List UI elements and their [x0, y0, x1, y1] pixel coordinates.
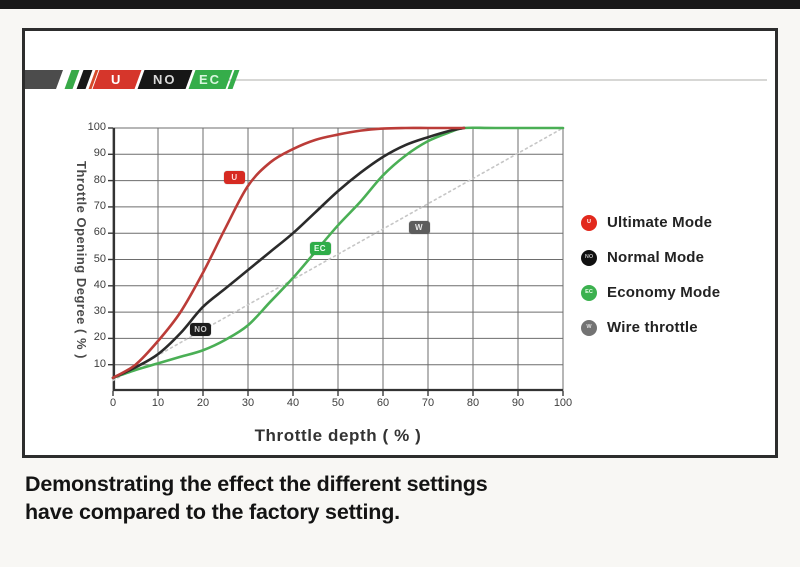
- x-axis-title: Throttle depth ( % ): [254, 426, 422, 445]
- legend-dot-wire-throttle: W: [581, 319, 597, 336]
- top-black-bar: [0, 0, 800, 9]
- caption: Demonstrating the effect the different s…: [25, 470, 545, 526]
- x-tick-label: 100: [553, 397, 573, 409]
- x-tick-label: 40: [286, 397, 300, 409]
- legend-dot-letter: U: [587, 218, 591, 225]
- curve-label-wire-throttle: W: [408, 221, 430, 235]
- curve-label-ultimate-mode: U: [224, 171, 245, 185]
- logo-badge-no: NO: [137, 70, 193, 89]
- curve-labels-layer: W EC NO U: [113, 128, 563, 391]
- legend-dot-economy-mode: EC: [581, 284, 597, 301]
- y-axis-title: Throttle Opening Degree ( % ): [74, 160, 89, 359]
- logo-badge-u: U: [92, 70, 142, 89]
- curve-ultimate-mode: [111, 126, 466, 380]
- y-tick-label: 50: [93, 252, 106, 265]
- logo-badge-ec: EC: [188, 70, 233, 89]
- legend-item-label: Economy Mode: [607, 284, 721, 301]
- legend-dot-letter: NO: [584, 253, 594, 260]
- y-tick-label: 20: [93, 331, 106, 344]
- y-tick-label: 100: [87, 121, 106, 133]
- legend-item-ultimate-mode: U Ultimate Mode: [581, 205, 720, 240]
- x-tick-label: 10: [151, 397, 165, 409]
- caption-line-2: have compared to the factory setting.: [25, 500, 400, 524]
- logo-badge-label: EC: [199, 72, 222, 87]
- y-tick-label: 40: [93, 278, 106, 291]
- chart-panel: U NO EC Throttle Opening Degree ( % ) W EC N…: [22, 28, 778, 458]
- y-tick-label: 60: [93, 226, 106, 239]
- brand-logo: U NO EC: [25, 69, 769, 91]
- legend-item-normal-mode: NO Normal Mode: [581, 240, 720, 275]
- y-tick-label: 90: [93, 147, 106, 160]
- x-tick-label: 20: [196, 397, 210, 409]
- logo-gray-bar: [25, 70, 63, 89]
- legend-item-economy-mode: EC Economy Mode: [581, 275, 720, 310]
- curve-label-normal-mode: NO: [190, 322, 212, 336]
- legend: U Ultimate Mode NO Normal Mode EC Economy Mod…: [581, 205, 720, 345]
- x-tick-label: 70: [421, 397, 435, 409]
- legend-dot-letter: W: [586, 323, 592, 330]
- logo-badge-label: U: [111, 72, 123, 87]
- x-tick-label: 60: [376, 397, 390, 409]
- legend-dot-normal-mode: NO: [581, 249, 597, 266]
- y-tick-label: 70: [93, 199, 106, 212]
- legend-dot-ultimate-mode: U: [581, 214, 597, 231]
- legend-item-wire-throttle: W Wire throttle: [581, 310, 720, 345]
- y-tick-label: 80: [93, 173, 106, 186]
- curve-label-economy-mode: EC: [309, 242, 331, 256]
- y-tick-label: 10: [93, 357, 106, 370]
- plot-area: W EC NO U 0 10 20 30 40 50 60 70 80 90 100 10 20 30 40 50…: [88, 121, 573, 409]
- x-tick-label: 50: [331, 397, 345, 409]
- x-tick-label: 90: [511, 397, 525, 409]
- x-tick-label: 0: [109, 397, 117, 409]
- caption-line-1: Demonstrating the effect the different s…: [25, 472, 488, 496]
- logo-badge-label: NO: [153, 72, 177, 87]
- legend-item-label: Wire throttle: [607, 319, 698, 336]
- legend-dot-letter: EC: [585, 288, 593, 295]
- curve-normal-mode: [111, 126, 466, 380]
- legend-item-label: Normal Mode: [607, 249, 705, 266]
- x-tick-label: 80: [466, 397, 480, 409]
- legend-item-label: Ultimate Mode: [607, 214, 713, 231]
- y-tick-label: 30: [93, 305, 106, 318]
- x-tick-label: 30: [241, 397, 255, 409]
- curve-wire-throttle: [112, 127, 564, 382]
- logo-underline: [203, 79, 767, 81]
